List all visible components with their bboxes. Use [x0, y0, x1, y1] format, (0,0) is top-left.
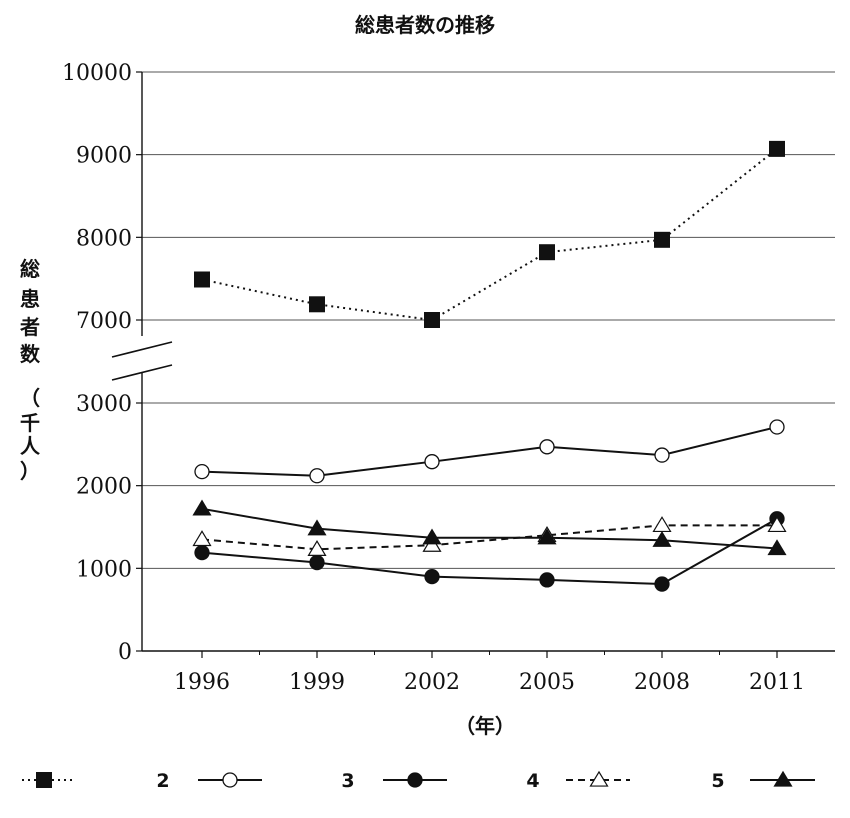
data-point: [767, 516, 787, 533]
x-tick-label: 2002: [404, 670, 460, 695]
series-line: [201, 507, 778, 550]
y-axis-title-char: ）: [20, 459, 40, 483]
data-point: [192, 499, 212, 516]
data-point: [537, 528, 557, 545]
y-axis-title-char: 千: [20, 411, 40, 435]
legend-item: 5: [711, 770, 815, 792]
y-axis-title-char: 数: [20, 342, 41, 366]
y-axis-title-char: 者: [19, 315, 40, 339]
data-point: [192, 530, 212, 547]
y-tick-label: 3000: [76, 392, 132, 417]
series: [194, 511, 785, 592]
data-point: [539, 439, 555, 455]
data-point: [654, 231, 670, 248]
y-tick-label: 7000: [76, 309, 132, 334]
data-point: [424, 312, 440, 328]
data-point: [652, 530, 672, 547]
series-line: [201, 426, 778, 477]
data-point: [222, 772, 238, 788]
data-point: [654, 576, 670, 592]
legend-item: 3: [341, 770, 447, 792]
y-axis-title-char: 総: [20, 257, 40, 281]
y-tick-label: 0: [118, 640, 132, 665]
x-tick-label: 1996: [174, 670, 230, 695]
y-tick-label: 1000: [76, 557, 132, 582]
data-point: [539, 244, 555, 261]
y-tick-label: 2000: [76, 475, 132, 500]
data-point: [36, 772, 52, 788]
data-point: [589, 770, 609, 787]
y-tick-label: 10000: [62, 61, 132, 86]
legend-label: 5: [711, 770, 724, 792]
legend-item: 2: [156, 770, 262, 792]
data-point: [652, 516, 672, 533]
axis-break-mark: [111, 341, 173, 358]
data-point: [773, 770, 793, 787]
data-point: [307, 540, 327, 556]
data-point: [769, 419, 785, 435]
data-point: [422, 528, 442, 545]
data-point: [539, 572, 555, 588]
data-point: [424, 454, 440, 470]
series: [194, 419, 785, 484]
legend-label: 4: [526, 770, 539, 792]
series-line: [201, 517, 778, 586]
y-axis-ticks: 0 1000 2000 3000 7000 8000 9000 10000: [62, 61, 132, 665]
x-tick-label: 2011: [749, 670, 805, 695]
data-point: [767, 539, 787, 556]
data-point: [194, 271, 210, 288]
series: [192, 499, 787, 556]
y-tick-label: 8000: [76, 226, 132, 251]
axes: [111, 71, 835, 658]
x-tick-label: 2005: [519, 670, 575, 695]
axis-break-mark: [111, 364, 173, 381]
gridlines: [142, 71, 835, 569]
series-line: [201, 524, 777, 551]
legend: 2 3 4 5: [22, 770, 815, 792]
x-axis-title: （年）: [455, 714, 515, 738]
y-tick-label: 9000: [76, 144, 132, 169]
data-point: [309, 554, 325, 571]
data-point: [307, 519, 327, 536]
x-tick-label: 2008: [634, 670, 690, 695]
data-point: [654, 447, 670, 463]
legend-label: 2: [156, 770, 169, 792]
data-point: [194, 544, 210, 561]
data-point: [424, 568, 440, 585]
y-axis-title-char: （: [20, 386, 40, 410]
y-axis-title-char: 人: [20, 434, 41, 458]
series-line: [201, 148, 778, 322]
legend-item: 4: [526, 770, 630, 792]
data-point: [769, 140, 785, 157]
x-tick-label: 1999: [289, 670, 345, 695]
data-point: [309, 468, 325, 484]
y-axis-title: 総患者数 （千人）: [19, 257, 41, 483]
legend-label: 3: [341, 770, 354, 792]
series-lines: [192, 140, 787, 592]
data-point: [309, 296, 325, 313]
y-axis-title-char: 患: [20, 287, 40, 311]
data-point: [407, 772, 423, 788]
chart-title: 総患者数の推移: [355, 13, 495, 37]
legend-item: [22, 772, 75, 788]
data-point: [194, 463, 210, 480]
series: [194, 140, 785, 328]
x-axis-ticks: 1996 1999 2002 2005 2008 2011: [174, 670, 805, 695]
